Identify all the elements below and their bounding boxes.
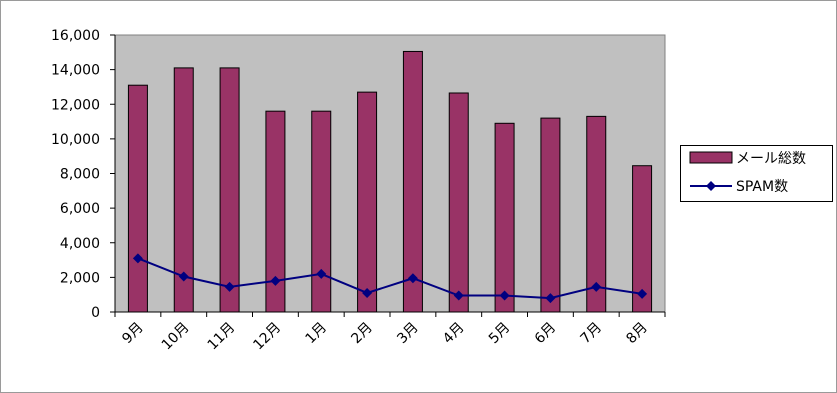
data-point bbox=[453, 290, 464, 301]
data-point bbox=[316, 268, 327, 279]
legend-swatch-marker bbox=[706, 181, 716, 191]
y-tick-label: 14,000 bbox=[51, 63, 100, 79]
data-point bbox=[545, 293, 556, 304]
legend: メール総数 SPAM数 bbox=[680, 145, 833, 202]
y-tick-label: 4,000 bbox=[60, 236, 100, 252]
data-point bbox=[499, 290, 510, 301]
bar bbox=[402, 50, 423, 313]
legend-swatch-bar bbox=[689, 151, 733, 164]
data-point bbox=[224, 281, 235, 292]
y-tick-label: 2,000 bbox=[60, 270, 100, 286]
data-point bbox=[637, 288, 648, 299]
y-tick-label: 8,000 bbox=[60, 167, 100, 183]
bar bbox=[219, 67, 240, 313]
y-tick-label: 6,000 bbox=[60, 201, 100, 217]
legend-box bbox=[680, 145, 833, 202]
data-point bbox=[407, 273, 418, 284]
legend-label-line: SPAM数 bbox=[736, 179, 788, 195]
y-tick-label: 10,000 bbox=[51, 132, 100, 148]
plot-background bbox=[114, 34, 666, 313]
data-point bbox=[132, 253, 143, 264]
bar bbox=[357, 91, 378, 313]
y-tick-label: 12,000 bbox=[51, 97, 100, 113]
bar bbox=[448, 92, 469, 313]
bar bbox=[494, 122, 515, 313]
bar bbox=[311, 110, 332, 313]
bars-group bbox=[127, 50, 653, 313]
data-point bbox=[591, 281, 602, 292]
data-point bbox=[270, 275, 281, 286]
y-tick-label: 16,000 bbox=[51, 28, 100, 44]
data-point bbox=[178, 271, 189, 282]
bar bbox=[127, 84, 148, 313]
legend-label-bar: メール総数 bbox=[736, 151, 806, 167]
data-point bbox=[362, 287, 373, 298]
y-tick-label: 0 bbox=[91, 305, 100, 321]
line-series-group bbox=[132, 253, 648, 304]
bar bbox=[540, 117, 561, 313]
series-line-spam bbox=[137, 257, 643, 300]
